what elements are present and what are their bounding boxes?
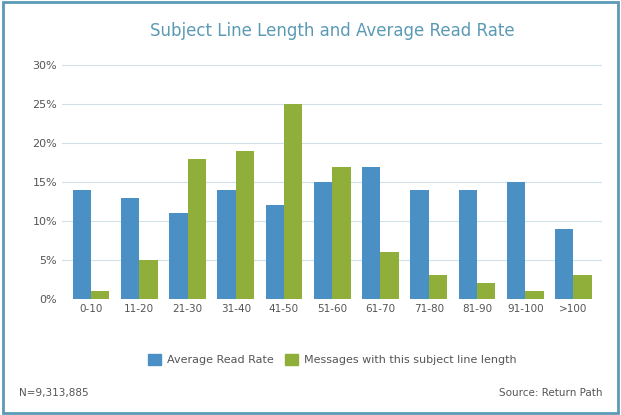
Text: Source: Return Path: Source: Return Path <box>499 388 602 398</box>
Bar <box>314 182 332 299</box>
Bar <box>428 276 447 299</box>
Legend: Average Read Rate, Messages with this subject line length: Average Read Rate, Messages with this su… <box>143 349 521 369</box>
Bar <box>573 276 592 299</box>
Bar <box>139 260 158 299</box>
Bar <box>381 252 399 299</box>
Bar <box>217 190 236 299</box>
Text: N=9,313,885: N=9,313,885 <box>19 388 88 398</box>
Bar <box>169 213 188 299</box>
Bar <box>266 205 284 299</box>
Bar <box>459 190 477 299</box>
Bar <box>284 104 302 299</box>
Bar <box>477 283 496 299</box>
Bar <box>332 166 351 299</box>
Title: Subject Line Length and Average Read Rate: Subject Line Length and Average Read Rat… <box>150 22 515 40</box>
Bar <box>525 291 543 299</box>
Bar <box>91 291 109 299</box>
Bar <box>236 151 254 299</box>
Bar <box>121 198 139 299</box>
Bar <box>410 190 428 299</box>
Bar <box>362 166 381 299</box>
Bar <box>188 159 206 299</box>
Bar <box>555 229 573 299</box>
Bar <box>507 182 525 299</box>
Bar <box>73 190 91 299</box>
